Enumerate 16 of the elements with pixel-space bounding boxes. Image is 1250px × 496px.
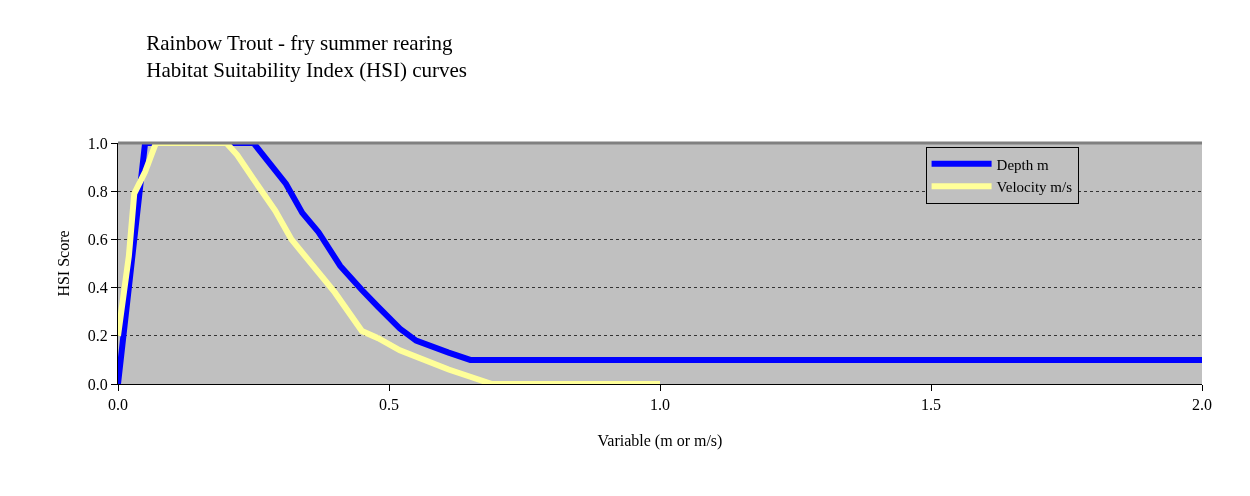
- y-tick-label: 0.2: [87, 327, 108, 345]
- x-tick-label: 1.5: [921, 396, 941, 414]
- y-tick-label: 0.0: [87, 375, 108, 393]
- y-axis-title: HSI Score: [54, 230, 72, 297]
- legend-label: Velocity m/s: [996, 179, 1073, 196]
- legend-label: Depth m: [996, 156, 1049, 173]
- x-tick-label: 0.5: [379, 396, 399, 414]
- y-tick-label: 1.0: [87, 134, 108, 152]
- y-tick-label: 0.6: [87, 231, 108, 248]
- y-tick-label: 0.8: [87, 182, 108, 200]
- x-axis-title: Variable (m or m/s): [597, 431, 723, 450]
- x-tick-label: 0.0: [108, 396, 128, 414]
- y-tick-label: 0.4: [87, 279, 108, 297]
- chart-title: Rainbow Trout - fry summer rearing Habitat Suitability Index (HSI) curves: [146, 30, 468, 82]
- x-tick-label: 1.0: [650, 396, 670, 414]
- x-tick-label: 2.0: [1192, 396, 1212, 414]
